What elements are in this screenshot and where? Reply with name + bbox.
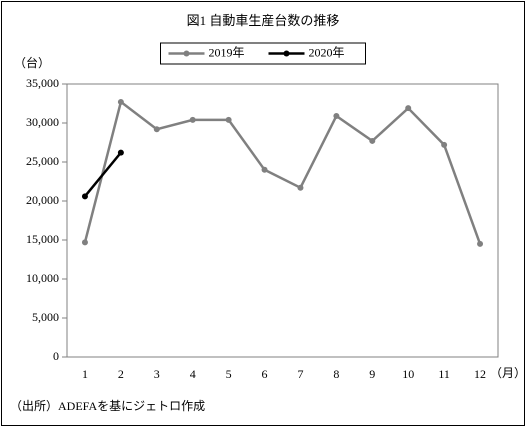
y-axis-label: （台） (14, 55, 50, 70)
data-point (369, 137, 376, 144)
y-tick-label: 10,000 (26, 271, 59, 285)
data-point (333, 112, 340, 119)
y-tick-label: 5,000 (32, 310, 59, 324)
legend-marker (183, 50, 190, 57)
x-tick-label: 6 (262, 367, 268, 381)
source-note: （出所）ADEFAを基にジェトロ作成 (10, 399, 205, 413)
y-tick-label: 0 (53, 349, 59, 363)
data-point (225, 116, 232, 123)
x-tick-label: 7 (297, 367, 303, 381)
y-tick-label: 30,000 (26, 115, 59, 129)
data-point (153, 126, 160, 133)
data-point (441, 141, 448, 148)
data-point (81, 193, 88, 200)
legend-label: 2020年 (309, 45, 345, 59)
data-point (117, 98, 124, 105)
x-tick-label: 12 (474, 367, 486, 381)
x-tick-label: 2 (118, 367, 124, 381)
data-point (477, 240, 484, 247)
x-tick-label: 5 (226, 367, 232, 381)
x-tick-label: 8 (333, 367, 339, 381)
legend-label: 2019年 (209, 45, 245, 59)
x-tick-label: 3 (154, 367, 160, 381)
x-tick-label: 10 (402, 367, 414, 381)
y-tick-label: 15,000 (26, 232, 59, 246)
data-point (261, 166, 268, 173)
legend-box (160, 42, 366, 65)
series-line (83, 99, 482, 245)
y-tick-label: 20,000 (26, 193, 59, 207)
y-tick-label: 35,000 (26, 76, 59, 90)
x-tick-label: 9 (369, 367, 375, 381)
x-tick-label: 11 (438, 367, 450, 381)
data-point (81, 239, 88, 246)
data-point (117, 149, 124, 156)
legend-marker (283, 50, 290, 57)
chart-title: 図1 自動車生産台数の推移 (187, 13, 340, 28)
plot-frame (66, 83, 499, 358)
y-tick-label: 25,000 (26, 154, 59, 168)
x-tick-label: 1 (82, 367, 88, 381)
data-point (189, 116, 196, 123)
series-line (83, 151, 122, 198)
data-point (405, 105, 412, 112)
x-tick-label: 4 (190, 367, 196, 381)
data-point (297, 184, 304, 191)
x-axis-label: （月） (490, 366, 526, 380)
